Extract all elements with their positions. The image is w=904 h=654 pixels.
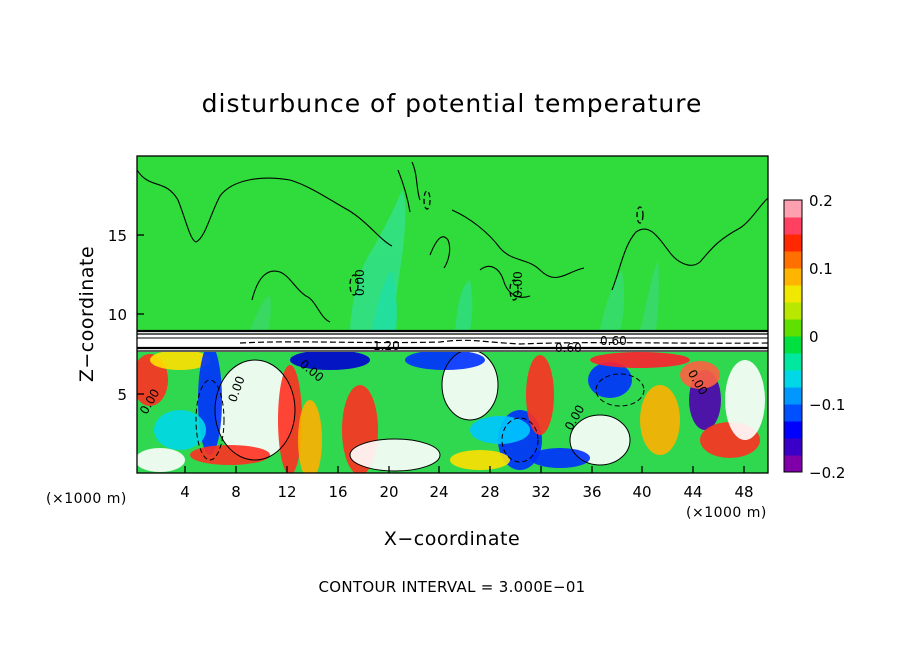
contour-interval-note: CONTOUR INTERVAL = 3.000E−01: [318, 578, 585, 596]
x-axis-label: X−coordinate: [384, 528, 520, 550]
x-tick-label: 36: [582, 483, 601, 501]
upper-field: [137, 156, 768, 332]
colorbar-swatch: [784, 387, 802, 405]
y-tick-label: 15: [108, 227, 127, 245]
upper-contours: [137, 161, 768, 323]
field-blob: [215, 360, 295, 460]
contour-label: 0.00: [511, 271, 525, 298]
colorbar-swatch: [784, 353, 802, 371]
x-unit-right: (×1000 m): [686, 505, 767, 521]
colorbar-tick-label: 0.2: [809, 192, 833, 210]
field-blob: [150, 352, 210, 370]
field-blob: [298, 400, 322, 473]
x-axis: 4 8 12 16 20 24 28 32 36 40 44 48: [180, 483, 753, 501]
chart-title: disturbunce of potential temperature: [202, 89, 703, 118]
contour-label: 0.00: [353, 269, 367, 296]
inversion-band: [137, 331, 768, 352]
field-contour: [349, 438, 441, 472]
contour-label: 0.60: [600, 334, 627, 348]
colorbar: [784, 200, 802, 473]
upper-dashed-contours: [349, 190, 644, 301]
x-tick-label: 48: [734, 483, 753, 501]
colorbar-swatch: [784, 370, 802, 388]
colorbar-swatch: [784, 234, 802, 252]
field-dashed-contour: [595, 373, 645, 407]
x-tick-label: 32: [531, 483, 550, 501]
colorbar-swatch: [784, 404, 802, 422]
colorbar-swatch: [784, 319, 802, 337]
field-blob: [350, 439, 440, 471]
field-blob: [680, 361, 720, 389]
plumes: [250, 190, 659, 330]
colorbar-tick-label: 0.1: [809, 260, 833, 278]
field-blob: [278, 365, 302, 473]
field-contour: [441, 352, 499, 421]
colorbar-swatch: [784, 438, 802, 456]
colorbar-swatch: [784, 455, 802, 473]
field-blob: [530, 448, 590, 468]
x-tick-label: 4: [180, 483, 190, 501]
contour-label: 1.20: [373, 339, 400, 353]
colorbar-tick-label: 0: [809, 328, 819, 346]
x-tick-label: 12: [277, 483, 296, 501]
x-tick-label: 24: [429, 483, 448, 501]
x-tick-label: 40: [632, 483, 651, 501]
band-contours: [137, 329, 768, 352]
field-blob: [640, 385, 680, 455]
field-blob: [290, 352, 370, 370]
colorbar-tick-label: −0.2: [809, 464, 845, 482]
field-blob: [590, 352, 690, 368]
y-tick-label: 5: [117, 386, 127, 404]
colorbar-swatch: [784, 217, 802, 235]
colorbar-tick-label: −0.1: [809, 396, 845, 414]
lower-eddy-layer: [137, 352, 768, 473]
field-blob: [405, 352, 485, 370]
colorbar-swatch: [784, 336, 802, 354]
field-blob: [526, 355, 554, 435]
y-axis-label: Z−coordinate: [76, 246, 98, 382]
field-contour: [214, 359, 296, 461]
field-blob: [470, 416, 530, 444]
colorbar-swatch: [784, 302, 802, 320]
contour-label: 0.60: [555, 341, 582, 355]
field-contour: [569, 414, 631, 466]
x-tick-marks: [137, 234, 745, 473]
field-blob: [154, 410, 206, 450]
colorbar-frame: [783, 199, 803, 473]
plot-area: [137, 156, 768, 352]
field-blob: [588, 362, 632, 398]
colorbar-swatch: [784, 268, 802, 286]
x-tick-label: 8: [231, 483, 241, 501]
field-dashed-contour: [195, 379, 225, 461]
x-tick-label: 16: [328, 483, 347, 501]
x-tick-label: 20: [379, 483, 398, 501]
colorbar-swatch: [784, 285, 802, 303]
field-blob: [450, 450, 510, 470]
colorbar-swatch: [784, 421, 802, 439]
colorbar-swatch: [784, 251, 802, 269]
field-dashed-contour: [501, 417, 539, 463]
colorbar-swatch: [784, 200, 802, 218]
x-tick-label: 44: [683, 483, 702, 501]
x-tick-label: 28: [480, 483, 499, 501]
field-blob: [725, 360, 765, 440]
y-tick-label: 10: [108, 306, 127, 324]
field-blob: [137, 448, 185, 472]
field-blob: [190, 445, 270, 465]
x-unit-left: (×1000 m): [46, 491, 127, 507]
